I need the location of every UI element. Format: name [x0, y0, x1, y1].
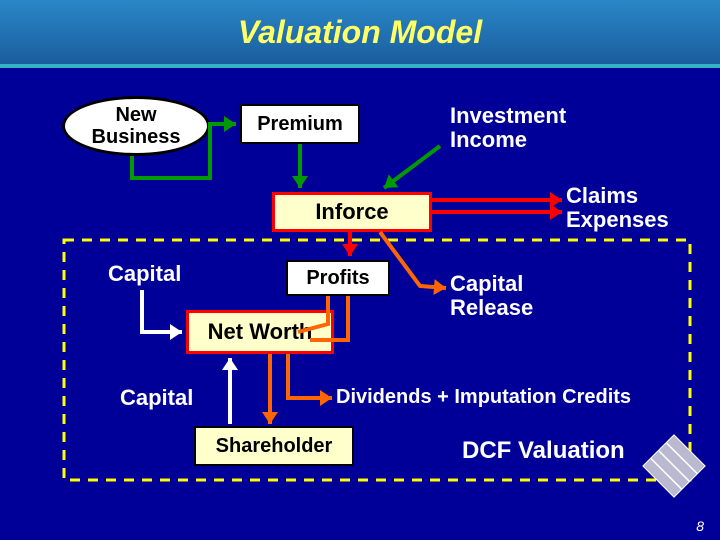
- label-claims-expenses: Claims Expenses: [566, 184, 669, 232]
- label-capital-bottom: Capital: [120, 386, 193, 410]
- node-net-worth: Net Worth: [186, 310, 334, 354]
- arrow-investment-to-inforce: [384, 146, 440, 188]
- node-new-business: New Business: [62, 96, 210, 156]
- node-inforce: Inforce: [272, 192, 432, 232]
- node-premium: Premium: [240, 104, 360, 144]
- node-profits: Profits: [286, 260, 390, 296]
- slide-stage: Valuation Model New Business Premium Infor…: [0, 0, 720, 540]
- label-investment-income: Investment Income: [450, 104, 566, 152]
- page-number: 8: [696, 518, 704, 534]
- arrow-capital-top-to-netw: [142, 290, 182, 332]
- label-dividends: Dividends + Imputation Credits: [336, 386, 631, 408]
- node-shareholder: Shareholder: [194, 426, 354, 466]
- label-dcf: DCF Valuation: [462, 438, 625, 464]
- slide-title: Valuation Model: [0, 14, 720, 51]
- label-capital-top: Capital: [108, 262, 181, 286]
- label-capital-release: Capital Release: [450, 272, 533, 320]
- arrow-netw-to-dividends: [288, 354, 332, 398]
